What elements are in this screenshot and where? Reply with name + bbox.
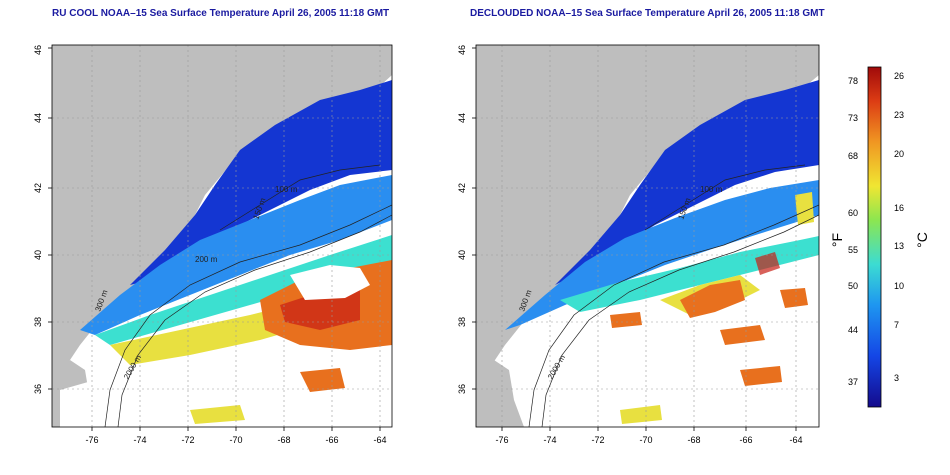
fahrenheit-tick: 68 [848,151,858,161]
right-cold-water [555,80,819,285]
left-cold-water [130,80,392,285]
left-lat-tick: 38 [33,317,43,327]
left-lat-tick: 42 [33,183,43,193]
left-lon-tick: -64 [373,435,386,445]
right-lat-tick: 42 [457,183,467,193]
left-lon-tick: -76 [85,435,98,445]
right-lon-axis: -76 -74 -72 -70 -68 -66 -64 [495,427,803,445]
left-land [52,45,392,380]
left-lat-tick: 40 [33,250,43,260]
right-lon-tick: -66 [739,435,752,445]
celsius-tick: 26 [894,71,904,81]
right-lon-tick: -74 [543,435,556,445]
left-lon-tick: -72 [181,435,194,445]
fahrenheit-tick: 73 [848,113,858,123]
right-lon-tick: -64 [789,435,802,445]
right-lon-tick: -72 [591,435,604,445]
right-lon-tick: -70 [639,435,652,445]
celsius-tick: 13 [894,241,904,251]
right-lat-tick: 36 [457,384,467,394]
left-contour-200-label: 200 m [195,255,218,264]
celsius-tick: 20 [894,149,904,159]
celsius-label: °C [914,232,930,248]
fahrenheit-tick: 55 [848,245,858,255]
right-lat-tick: 38 [457,317,467,327]
celsius-tick: 7 [894,320,899,330]
left-lat-tick: 44 [33,113,43,123]
right-lat-tick: 46 [457,45,467,55]
celsius-tick: 16 [894,203,904,213]
celsius-tick: 10 [894,281,904,291]
left-map-title: RU COOL NOAA–15 Sea Surface Temperature … [52,8,390,19]
fahrenheit-tick: 44 [848,325,858,335]
left-lon-tick: -66 [325,435,338,445]
celsius-tick: 3 [894,373,899,383]
colorbar: 78 73 68 60 55 50 44 37 26 23 20 16 13 1… [829,66,930,408]
left-lon-tick: -74 [133,435,146,445]
right-land [476,45,819,380]
left-map: 2000 m 200 m 100 m 150 m 300 m [51,44,393,428]
celsius-scale: 26 23 20 16 13 10 7 3 [894,71,904,383]
fahrenheit-tick: 37 [848,377,858,387]
right-lat-tick: 40 [457,250,467,260]
right-lon-tick: -68 [687,435,700,445]
right-warm-eddy [680,280,745,318]
right-map: 2000 m 100 m 150 m 300 m [475,44,820,428]
left-lon-tick: -70 [229,435,242,445]
right-map-title: DECLOUDED NOAA–15 Sea Surface Temperatur… [470,8,825,19]
right-lat-axis: 36 38 40 42 44 46 [457,45,476,394]
right-lon-tick: -76 [495,435,508,445]
fahrenheit-tick: 60 [848,208,858,218]
left-lat-tick: 46 [33,45,43,55]
right-lat-tick: 44 [457,113,467,123]
fahrenheit-scale: 78 73 68 60 55 50 44 37 [848,76,858,387]
left-lat-tick: 36 [33,384,43,394]
celsius-tick: 23 [894,110,904,120]
fahrenheit-tick: 78 [848,76,858,86]
fahrenheit-tick: 50 [848,281,858,291]
right-contour-100-label: 100 m [700,185,723,194]
left-lon-axis: -76 -74 -72 -70 -68 -66 -64 [85,427,387,445]
fahrenheit-label: °F [829,233,845,247]
left-contour-100-label: 100 m [275,185,298,194]
left-lon-tick: -68 [277,435,290,445]
left-lat-axis: 36 38 40 42 44 46 [33,45,52,394]
